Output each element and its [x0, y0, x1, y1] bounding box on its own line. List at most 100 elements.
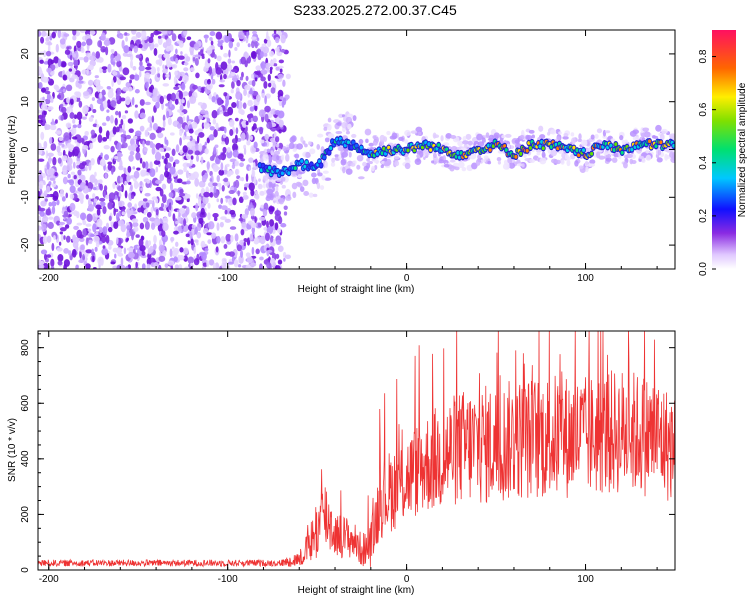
signal-halo: [269, 193, 274, 201]
noise-blob: [197, 115, 204, 120]
noise-blob: [144, 129, 149, 138]
signal-halo: [305, 151, 311, 158]
noise-blob: [59, 38, 66, 45]
noise-blob: [165, 152, 170, 159]
noise-blob: [262, 209, 268, 217]
noise-blob: [269, 68, 273, 75]
noise-blob: [238, 108, 244, 114]
noise-blob: [243, 241, 246, 247]
signal-halo: [638, 155, 645, 160]
noise-blob: [242, 194, 249, 200]
noise-blob: [176, 40, 184, 44]
noise-blob: [63, 132, 70, 141]
noise-blob: [111, 79, 114, 87]
noise-blob: [250, 40, 255, 49]
noise-blob: [113, 207, 116, 217]
noise-blob: [106, 85, 111, 90]
noise-blob: [114, 110, 119, 116]
signal-halo: [670, 156, 675, 164]
signal-halo: [331, 157, 336, 163]
noise-blob: [39, 210, 45, 217]
noise-blob: [232, 143, 238, 152]
noise-blob: [163, 53, 170, 59]
signal-halo: [660, 128, 668, 134]
signal-halo: [303, 191, 310, 197]
signal-halo: [365, 138, 369, 144]
noise-blob: [148, 36, 154, 44]
noise-blob: [248, 182, 255, 192]
signal-halo: [577, 138, 583, 143]
noise-blob: [151, 115, 155, 123]
signal-track-core: [327, 150, 331, 155]
signal-halo: [404, 162, 411, 170]
signal-track-core: [354, 143, 359, 148]
signal-halo: [363, 165, 369, 172]
noise-blob: [265, 93, 271, 99]
noise-blob: [73, 225, 79, 230]
noise-blob: [159, 173, 165, 182]
signal-halo: [309, 148, 316, 155]
noise-blob: [191, 224, 196, 229]
signal-track-core: [319, 163, 323, 168]
noise-blob: [103, 190, 106, 198]
noise-blob: [72, 53, 76, 58]
signal-halo: [477, 154, 482, 160]
signal-halo: [643, 133, 651, 138]
signal-track-core: [267, 165, 272, 170]
noise-blob: [196, 154, 200, 162]
signal-halo: [487, 160, 492, 165]
noise-blob: [105, 115, 111, 122]
signal-halo: [265, 174, 270, 178]
noise-blob: [245, 264, 251, 269]
noise-blob: [171, 249, 178, 257]
noise-blob: [92, 123, 98, 128]
signal-halo: [560, 159, 565, 165]
signal-halo: [669, 133, 675, 139]
noise-blob: [184, 124, 189, 133]
noise-blob: [82, 228, 87, 238]
noise-blob: [200, 109, 206, 115]
noise-blob: [99, 201, 106, 207]
noise-blob: [215, 122, 219, 131]
signal-halo: [640, 132, 646, 138]
noise-blob: [38, 30, 42, 37]
noise-blob: [168, 71, 171, 81]
noise-blob: [167, 30, 172, 35]
noise-blob: [38, 119, 44, 123]
noise-blob: [164, 157, 168, 165]
noise-blob: [230, 234, 234, 243]
noise-blob: [196, 222, 202, 232]
noise-blob: [274, 222, 279, 231]
signal-track-core: [572, 145, 576, 150]
noise-blob: [102, 69, 107, 74]
signal-track-core: [383, 151, 388, 156]
noise-blob: [72, 119, 76, 124]
noise-blob: [176, 178, 183, 184]
signal-halo: [551, 158, 558, 164]
noise-blob: [38, 174, 44, 183]
noise-blob: [116, 142, 122, 151]
signal-track-core: [346, 140, 351, 145]
noise-blob: [152, 122, 158, 131]
signal-track-core: [428, 148, 433, 152]
noise-blob: [129, 59, 134, 69]
noise-blob: [150, 42, 155, 50]
noise-blob: [64, 49, 71, 55]
noise-blob: [42, 116, 46, 125]
noise-blob: [182, 247, 189, 255]
signal-halo: [671, 151, 675, 158]
noise-blob: [252, 161, 256, 171]
noise-blob: [167, 117, 172, 126]
noise-blob: [42, 96, 45, 101]
noise-blob: [134, 135, 138, 140]
x-tick-label: 0: [404, 574, 410, 585]
signal-halo: [431, 160, 435, 164]
noise-blob: [46, 161, 50, 170]
signal-halo: [316, 182, 321, 190]
noise-blob: [200, 202, 206, 209]
signal-halo: [418, 150, 424, 158]
noise-blob: [103, 100, 108, 109]
noise-blob: [63, 235, 66, 240]
noise-blob: [51, 31, 56, 39]
